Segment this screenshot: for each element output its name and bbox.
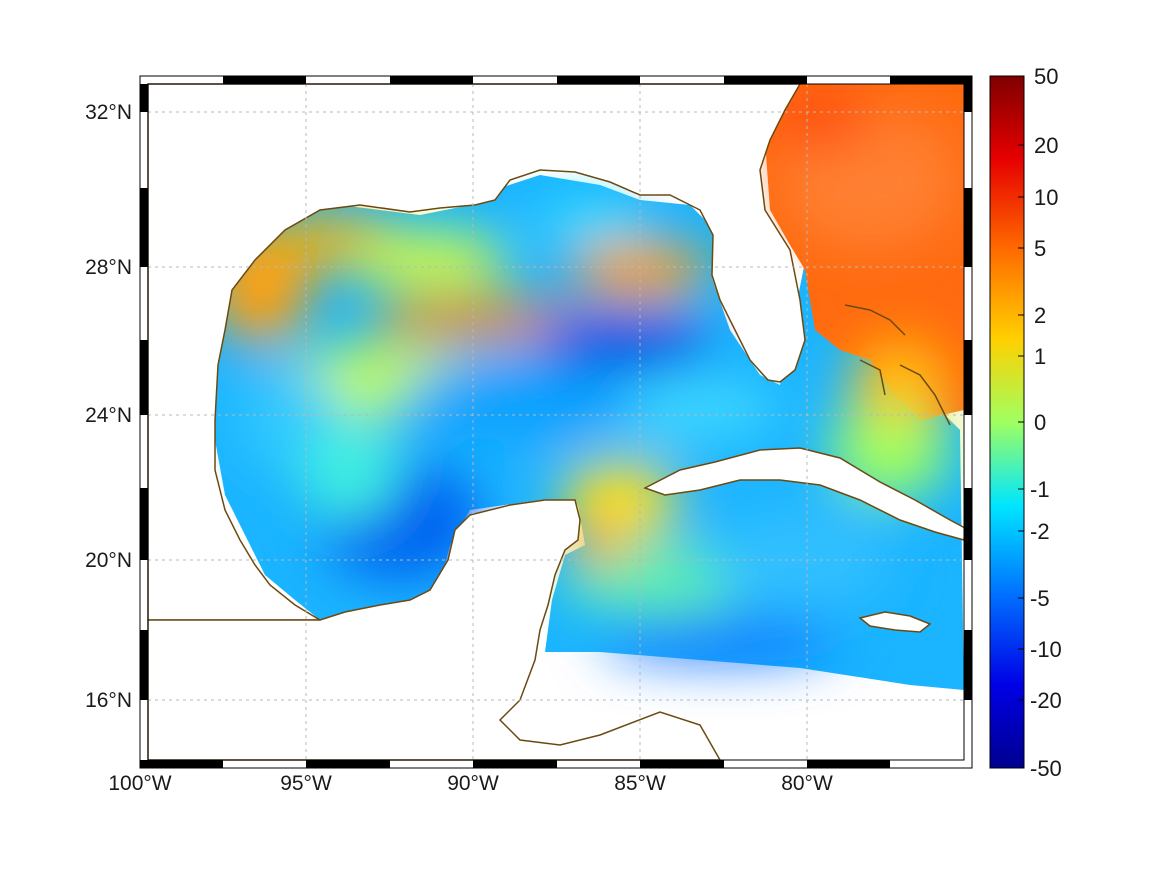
lat-tick-labels: 32°N 28°N 24°N 20°N 16°N (85, 101, 132, 712)
lon-tick-label: 100°W (108, 772, 171, 795)
lon-tick-label: 85°W (614, 772, 666, 795)
lat-tick-label: 20°N (85, 549, 132, 572)
heat-field (210, 84, 964, 690)
lat-tick-label: 24°N (85, 404, 132, 427)
map-area: 100°W 95°W 90°W 85°W 80°W 32°N 28°N 24°N… (85, 75, 973, 795)
land-layer (147, 83, 966, 761)
lon-tick-label: 80°W (781, 772, 833, 795)
lon-tick-label: 90°W (447, 772, 499, 795)
colorbar-tick-label: 0 (1034, 410, 1046, 435)
us-gulf-coast-land (147, 83, 806, 621)
colorbar-ticks (1018, 75, 1024, 769)
bahamas-land (844, 304, 951, 426)
colorbar-tick-label: 1 (1034, 344, 1046, 369)
mexico-yucatan-land (147, 499, 722, 761)
colorbar-tick-label: -50 (1030, 756, 1062, 781)
map-frame (139, 75, 973, 769)
colorbar-tick-label: 5 (1034, 236, 1046, 261)
colorbar-tick-label: 20 (1034, 133, 1058, 158)
colorbar-tick-label: -5 (1030, 586, 1050, 611)
lon-tick-label: 95°W (280, 772, 332, 795)
lon-tick-labels: 100°W 95°W 90°W 85°W 80°W (108, 772, 833, 795)
jamaica-land (858, 611, 932, 633)
colorbar: 50 20 10 5 2 1 0 -1 -2 -5 -10 -20 -50 (989, 64, 1062, 781)
lat-tick-label: 28°N (85, 256, 132, 279)
colorbar-tick-label: 50 (1034, 64, 1058, 89)
colorbar-tick-label: -10 (1030, 637, 1062, 662)
colorbar-tick-label: 10 (1034, 185, 1058, 210)
lat-tick-label: 32°N (85, 101, 132, 124)
colorbar-tick-label: -1 (1030, 477, 1050, 502)
colorbar-tick-label: -2 (1030, 519, 1050, 544)
colorbar-tick-label: 2 (1034, 303, 1046, 328)
gridlines (148, 84, 964, 760)
colorbar-tick-label: -20 (1030, 688, 1062, 713)
lat-tick-label: 16°N (85, 689, 132, 712)
